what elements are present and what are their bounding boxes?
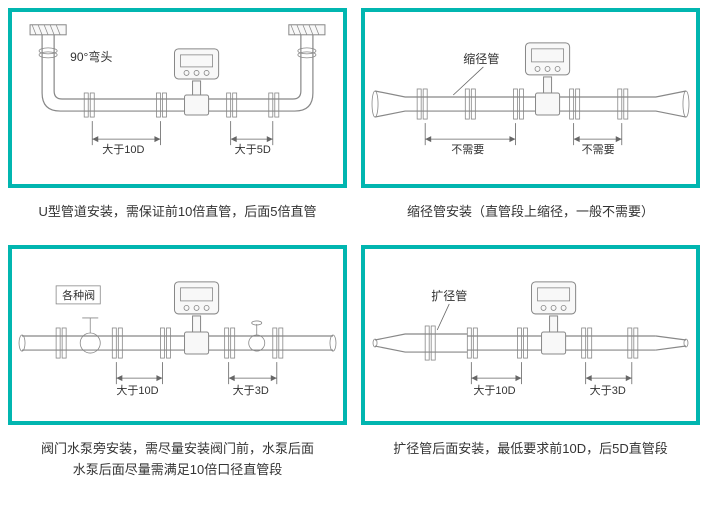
panel-u-pipe: 90°弯头 大于10D 大于5D <box>8 8 347 188</box>
dim-right-label: 大于3D <box>233 383 269 397</box>
dim-right-label: 大于5D <box>235 142 271 156</box>
reducer-label: 缩径管 <box>463 51 499 66</box>
elbow-label: 90°弯头 <box>70 49 112 64</box>
dim-right-label: 不需要 <box>582 143 615 156</box>
caption-valve-line1: 阀门水泵旁安装，需尽量安装阀门前，水泵后面 <box>41 441 314 456</box>
diagram-grid: 90°弯头 大于10D 大于5D <box>8 8 700 494</box>
panel-valve: 各种阀 大于10D 大于3D <box>8 245 347 425</box>
caption-valve: 阀门水泵旁安装，需尽量安装阀门前，水泵后面 水泵后面尽量需满足10倍口径直管段 <box>8 433 347 495</box>
panel-expander: 扩径管 大于10D 大于3D <box>361 245 700 425</box>
reducer-svg: 缩径管 不需要 不需要 <box>365 12 696 184</box>
expander-label: 扩径管 <box>431 288 467 303</box>
expander-svg: 扩径管 大于10D 大于3D <box>365 249 696 421</box>
dim-left-label: 不需要 <box>451 143 484 156</box>
caption-expander: 扩径管后面安装，最低要求前10D，后5D直管段 <box>361 433 700 495</box>
valve-svg: 各种阀 大于10D 大于3D <box>12 249 343 421</box>
caption-u-pipe: U型管道安装，需保证前10倍直管，后面5倍直管 <box>8 196 347 237</box>
dim-left-label: 大于10D <box>116 383 158 397</box>
dim-right-label: 大于3D <box>590 383 626 397</box>
dim-left-label: 大于10D <box>473 383 515 397</box>
caption-valve-line2: 水泵后面尽量需满足10倍口径直管段 <box>73 462 282 477</box>
caption-reducer: 缩径管安装（直管段上缩径，一般不需要） <box>361 196 700 237</box>
u-pipe-svg: 90°弯头 大于10D 大于5D <box>12 12 343 184</box>
panel-reducer: 缩径管 不需要 不需要 <box>361 8 700 188</box>
dim-left-label: 大于10D <box>102 142 144 156</box>
valve-label: 各种阀 <box>62 288 95 302</box>
